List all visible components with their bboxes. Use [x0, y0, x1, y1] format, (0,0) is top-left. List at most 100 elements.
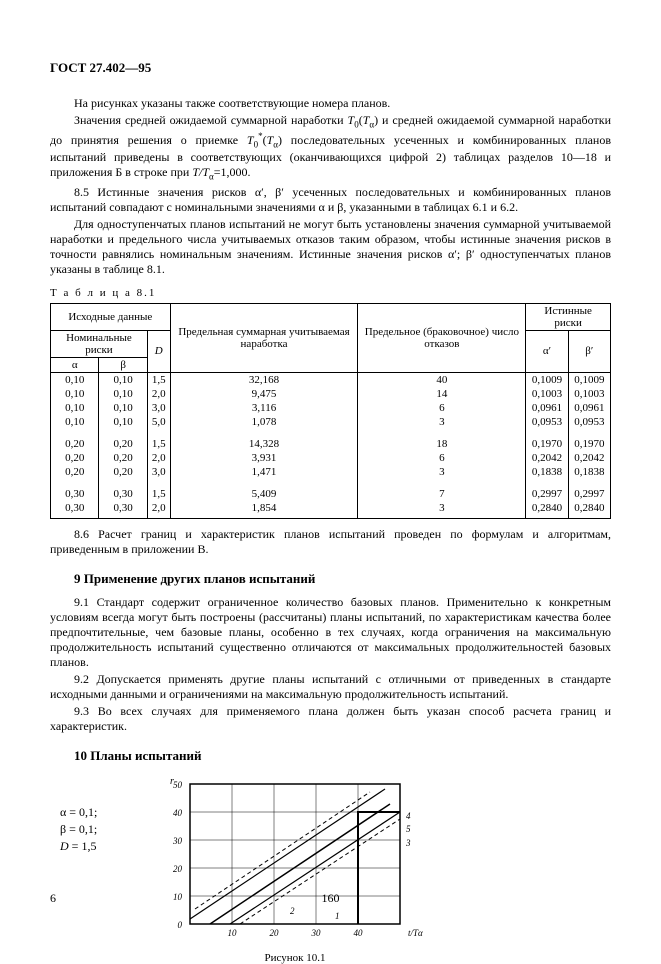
svg-text:1: 1: [335, 911, 340, 921]
table-cell: 0,10: [99, 401, 147, 415]
svg-text:30: 30: [311, 928, 322, 938]
param-alpha: α = 0,1;: [60, 804, 160, 821]
param-beta: β = 0,1;: [60, 821, 160, 838]
table-cell: 0,20: [51, 451, 99, 465]
table-row: 0,200,202,03,93160,20420,2042: [51, 451, 611, 465]
table-cell: 0,1009: [568, 372, 610, 387]
th-true: Истинные риски: [526, 303, 611, 330]
table-cell: 3: [358, 501, 526, 519]
table-caption: Т а б л и ц а 8.1: [50, 287, 611, 299]
paragraph: 9.3 Во всех случаях для применяемого пла…: [50, 704, 611, 734]
table-cell: 3: [358, 465, 526, 482]
paragraph: Значения средней ожидаемой суммарной нар…: [50, 113, 611, 183]
table-row: 0,100,103,03,11660,09610,0961: [51, 401, 611, 415]
svg-text:20: 20: [270, 928, 280, 938]
chart-box: 4 5 3 1 2 50 40 30 20 10 0 10 20 30 40 t…: [160, 774, 430, 964]
section-10-title: 10 Планы испытаний: [74, 748, 611, 764]
th-nominal: Номинальные риски: [51, 330, 148, 357]
table-cell: 0,30: [51, 501, 99, 519]
table-cell: 0,10: [51, 415, 99, 432]
chart-caption: Рисунок 10.1: [160, 952, 430, 964]
chart-area: α = 0,1; β = 0,1; D = 1,5: [50, 774, 611, 964]
table-cell: 3,0: [147, 401, 170, 415]
table-cell: 6: [358, 451, 526, 465]
table-row: 0,100,105,01,07830,09530,0953: [51, 415, 611, 432]
table-cell: 3,931: [170, 451, 358, 465]
table-cell: 0,1838: [526, 465, 568, 482]
th-limit-fail: Предельное (браковочное) число отказов: [358, 303, 526, 372]
table-cell: 2,0: [147, 501, 170, 519]
table-cell: 0,10: [99, 415, 147, 432]
table-cell: 0,2997: [568, 482, 610, 501]
svg-text:t/Tα: t/Tα: [408, 928, 423, 938]
table-cell: 7: [358, 482, 526, 501]
svg-text:30: 30: [172, 836, 183, 846]
th-beta-p: β′: [568, 330, 610, 372]
section-9-title: 9 Применение других планов испытаний: [74, 571, 611, 587]
table-cell: 3,0: [147, 465, 170, 482]
table-cell: 0,1009: [526, 372, 568, 387]
svg-text:5: 5: [406, 824, 411, 834]
table-cell: 2,0: [147, 387, 170, 401]
table-cell: 0,20: [51, 465, 99, 482]
table-cell: 0,20: [99, 432, 147, 451]
th-alpha-p: α′: [526, 330, 568, 372]
table-cell: 3: [358, 415, 526, 432]
table-cell: 0,2840: [568, 501, 610, 519]
param-D: D = 1,5: [60, 838, 160, 855]
th-D: D: [147, 330, 170, 372]
table-cell: 1,854: [170, 501, 358, 519]
table-cell: 1,471: [170, 465, 358, 482]
svg-text:2: 2: [290, 906, 295, 916]
svg-text:50: 50: [173, 780, 183, 790]
table-cell: 9,475: [170, 387, 358, 401]
data-table: Исходные данные Предельная суммарная учи…: [50, 303, 611, 519]
table-cell: 0,1838: [568, 465, 610, 482]
table-row: 0,300,301,55,40970,29970,2997: [51, 482, 611, 501]
table-row: 0,100,101,532,168400,10090,1009: [51, 372, 611, 387]
table-cell: 0,20: [99, 465, 147, 482]
table-cell: 6: [358, 401, 526, 415]
paragraph: 9.1 Стандарт содержит ограниченное колич…: [50, 595, 611, 670]
table-cell: 0,30: [99, 501, 147, 519]
table-cell: 0,2042: [526, 451, 568, 465]
table-cell: 0,2840: [526, 501, 568, 519]
table-cell: 0,30: [99, 482, 147, 501]
document-header: ГОСТ 27.402—95: [50, 60, 611, 76]
table-cell: 0,0961: [526, 401, 568, 415]
th-limit-work: Предельная суммарная учитываемая наработ…: [170, 303, 358, 372]
table-row: 0,100,102,09,475140,10030,1003: [51, 387, 611, 401]
table-cell: 0,20: [51, 432, 99, 451]
table-cell: 1,5: [147, 372, 170, 387]
svg-text:40: 40: [173, 808, 183, 818]
table-cell: 5,409: [170, 482, 358, 501]
chart-svg: 4 5 3 1 2 50 40 30 20 10 0 10 20 30 40 t…: [160, 774, 430, 944]
table-cell: 1,078: [170, 415, 358, 432]
page-footer: 6 160: [50, 891, 611, 906]
paragraph: 8.6 Расчет границ и характеристик планов…: [50, 527, 611, 557]
svg-text:10: 10: [228, 928, 238, 938]
table-cell: 0,20: [99, 451, 147, 465]
svg-text:0: 0: [178, 920, 183, 930]
table-cell: 0,10: [51, 387, 99, 401]
table-cell: 40: [358, 372, 526, 387]
table-cell: 0,2042: [568, 451, 610, 465]
table-row: 0,200,201,514,328180,19700,1970: [51, 432, 611, 451]
svg-text:3: 3: [405, 838, 411, 848]
table-cell: 0,0953: [568, 415, 610, 432]
table-cell: 0,2997: [526, 482, 568, 501]
page-num-left: 6: [50, 891, 56, 906]
table-cell: 0,10: [99, 387, 147, 401]
table-cell: 1,5: [147, 432, 170, 451]
page-num-center: 160: [322, 891, 340, 906]
table-row: 0,300,302,01,85430,28400,2840: [51, 501, 611, 519]
table-cell: 0,1970: [526, 432, 568, 451]
table-cell: 0,1970: [568, 432, 610, 451]
table-cell: 14: [358, 387, 526, 401]
th-alpha: α: [51, 357, 99, 372]
table-cell: 18: [358, 432, 526, 451]
table-cell: 2,0: [147, 451, 170, 465]
table-cell: 1,5: [147, 482, 170, 501]
table-cell: 0,10: [99, 372, 147, 387]
chart-params: α = 0,1; β = 0,1; D = 1,5: [50, 774, 160, 854]
